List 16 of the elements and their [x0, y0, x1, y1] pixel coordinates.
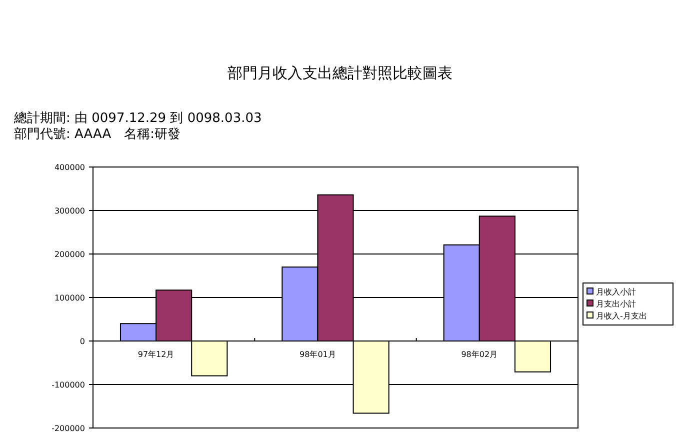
y-tick-label: 0 [80, 337, 85, 346]
x-tick-label: 97年12月 [138, 350, 174, 359]
legend-label: 月收入-月支出 [596, 312, 647, 320]
y-tick-label: 100000 [54, 294, 85, 302]
chart-title: 部門月收入支出總計對照比較圖表 [228, 64, 452, 82]
x-tick-label: 98年02月 [461, 350, 498, 359]
y-tick-label: 200000 [54, 250, 85, 259]
text: 總計期間: 由 0097.12.29 到 0098.03.03 [13, 111, 262, 126]
y-tick-label: 300000 [54, 206, 85, 216]
y-tick-label: 400000 [54, 163, 85, 172]
y-tick-label: -200000 [52, 424, 85, 433]
text: 部門代號: AAAA 名稱:研發 [14, 127, 181, 142]
legend-label: 月支出小計 [596, 300, 636, 308]
y-tick-label: -100000 [52, 380, 85, 390]
x-tick-label: 98年01月 [300, 350, 336, 359]
legend-label: 月收入小計 [596, 288, 636, 296]
